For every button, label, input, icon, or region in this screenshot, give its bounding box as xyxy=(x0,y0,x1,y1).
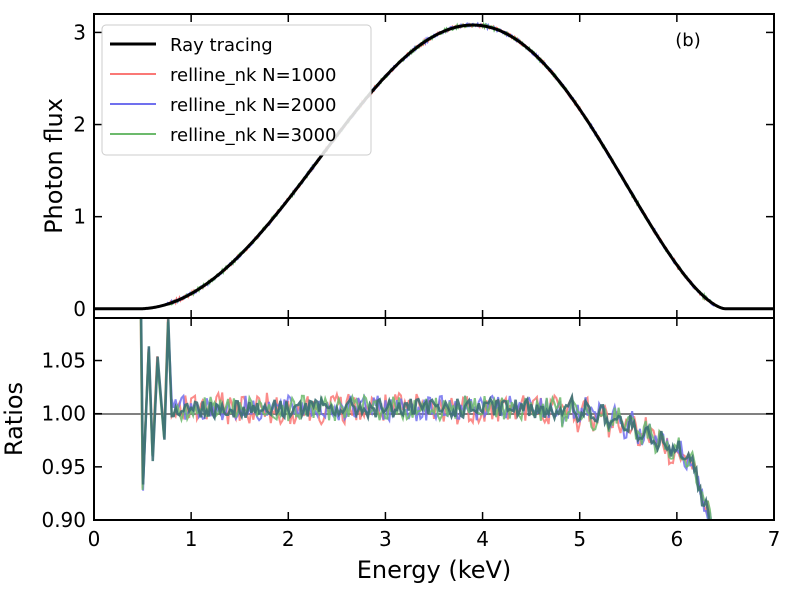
ratio-lines xyxy=(139,318,713,520)
legend: Ray tracing relline_nk N=1000 relline_nk N… xyxy=(101,24,372,156)
x-tick-label: 1 xyxy=(185,527,198,551)
flux-y-ticks: 0 1 2 3 xyxy=(73,20,774,321)
legend-label: relline_nk N=1000 xyxy=(170,65,336,86)
legend-box xyxy=(101,24,372,156)
ratio-series-relline-nk-n-3000 xyxy=(139,318,712,520)
legend-label: Ray tracing xyxy=(170,35,273,56)
ratio-axes-frame xyxy=(93,317,775,521)
x-tick-label: 6 xyxy=(670,527,683,551)
x-tick-label: 2 xyxy=(282,527,295,551)
x-tick-label: 5 xyxy=(573,527,586,551)
flux-y-label: Photon flux xyxy=(40,98,68,234)
ratio-panel: 0 1 2 3 4 5 6 7 0.90 0.95 1.00 1.05 Ratios Energy … xyxy=(0,317,781,584)
x-tick-label: 4 xyxy=(476,527,489,551)
ratio-series-relline-nk-n-2000 xyxy=(140,318,713,520)
flux-y-tick-label: 3 xyxy=(73,20,86,44)
x-tick-label: 7 xyxy=(768,527,781,551)
x-axis-label: Energy (keV) xyxy=(357,556,512,584)
legend-label: relline_nk N=2000 xyxy=(170,95,336,116)
panel-label: (b) xyxy=(675,30,700,51)
flux-y-tick-label: 1 xyxy=(73,205,86,229)
flux-lines xyxy=(94,21,774,311)
x-tick-label: 0 xyxy=(88,527,101,551)
ratio-y-label: Ratios xyxy=(0,382,28,456)
ratio-y-tick-label: 1.05 xyxy=(41,349,86,373)
flux-y-tick-label: 0 xyxy=(73,297,86,321)
flux-y-tick-label: 2 xyxy=(73,113,86,137)
ratio-y-tick-label: 1.00 xyxy=(41,402,86,426)
ratio-series-overlap xyxy=(139,318,711,520)
ratio-y-tick-label: 0.90 xyxy=(41,508,86,532)
legend-label: relline_nk N=3000 xyxy=(170,125,336,146)
ratio-y-ticks: 0.90 0.95 1.00 1.05 xyxy=(41,349,774,532)
ratio-y-tick-label: 0.95 xyxy=(41,455,86,479)
x-tick-label: 3 xyxy=(379,527,392,551)
ratio-series-relline-nk-n-1000 xyxy=(139,318,711,520)
flux-panel: 0 1 2 3 Photon flux (b) xyxy=(40,13,775,321)
flux-series-ray-tracing xyxy=(94,23,774,311)
ratio-x-ticks: 0 1 2 3 4 5 6 7 xyxy=(88,318,781,551)
